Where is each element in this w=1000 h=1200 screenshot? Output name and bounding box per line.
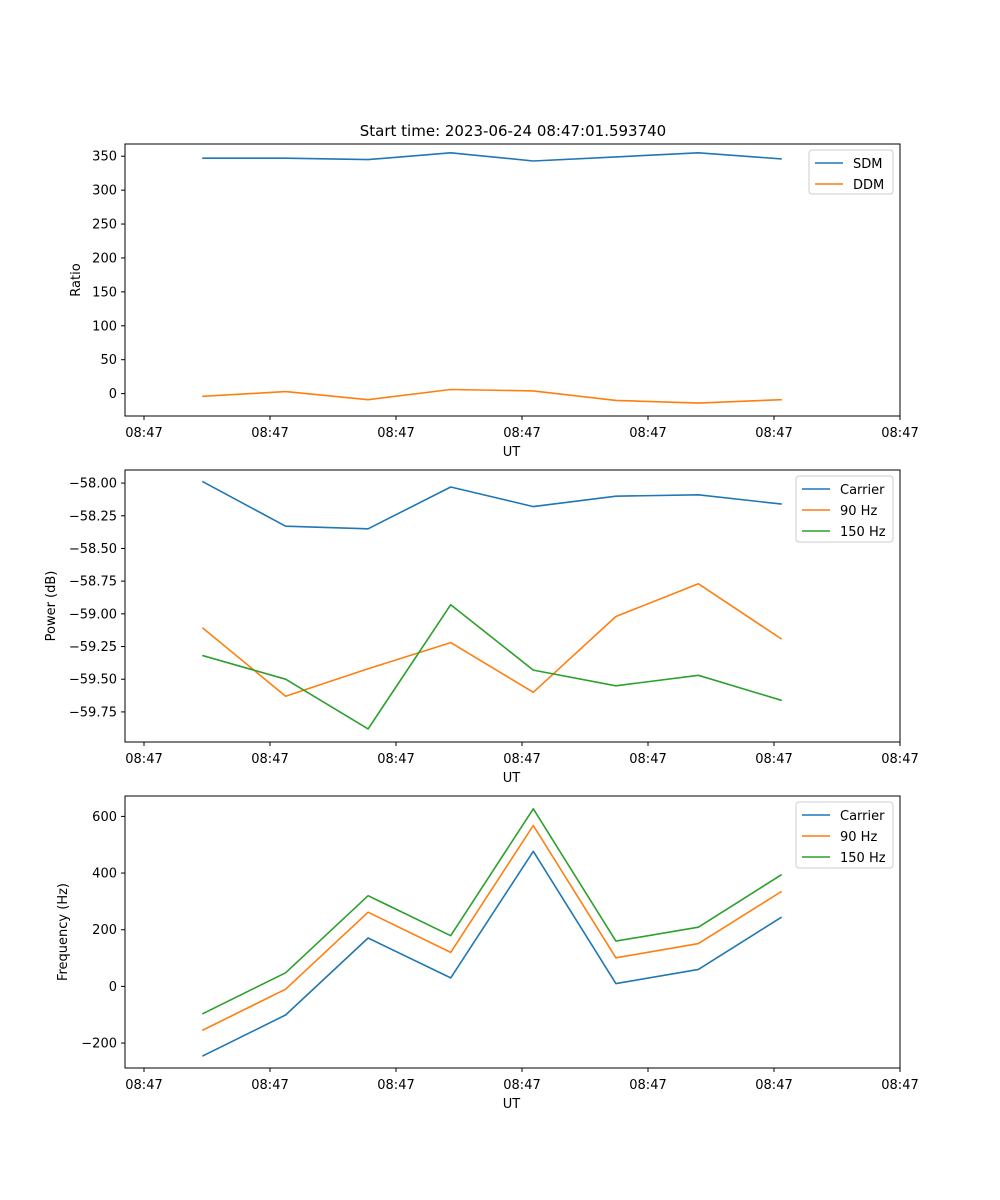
series-line-150-hz <box>202 603 782 730</box>
axes-frame <box>124 795 901 1069</box>
x-axis-label: UT <box>503 1097 521 1112</box>
y-tick-label: 300 <box>92 184 117 199</box>
chart-panel-2: −59.75 −59.50 −59.25 −59.00 −58.75 −58.50 −58.… <box>44 469 919 786</box>
y-tick-label: −59.50 <box>69 673 117 688</box>
series-line-carrier <box>201 480 782 530</box>
x-tick-label: 08:47 <box>251 752 288 767</box>
y-tick-label: −59.00 <box>69 607 117 622</box>
legend-box <box>795 475 894 543</box>
y-tick-label: 400 <box>92 867 117 882</box>
y-tick-label: −200 <box>81 1037 117 1052</box>
legend-label: Carrier <box>840 809 885 824</box>
x-axis-label: UT <box>503 771 521 786</box>
x-tick-label: 08:47 <box>125 752 162 767</box>
y-tick-label: −58.75 <box>69 575 117 590</box>
x-tick-label: 08:47 <box>629 1078 666 1093</box>
y-tick-label: 0 <box>109 387 117 402</box>
y-axis-label: Power (dB) <box>44 571 59 642</box>
axes-frame <box>124 469 901 743</box>
y-tick-label: −58.50 <box>69 542 117 557</box>
y-tick-label: 600 <box>92 810 117 825</box>
y-tick-label: 100 <box>92 319 117 334</box>
x-axis-label: UT <box>503 445 521 460</box>
y-axis-label: Frequency (Hz) <box>56 883 71 981</box>
x-tick-label: 08:47 <box>503 426 540 441</box>
legend-label: Carrier <box>840 483 885 498</box>
x-tick-label: 08:47 <box>881 1078 918 1093</box>
series-line-150-hz <box>201 807 783 1015</box>
series-line-sdm <box>202 152 782 162</box>
legend: Carrier 90 Hz 150 Hz <box>795 801 894 869</box>
series-line-ddm <box>202 388 782 404</box>
legend-label: DDM <box>853 178 884 193</box>
chart-panel-1: 0 50 100 150 200 250 300 350 08:47 08:47 08:47 08:4… <box>69 143 919 460</box>
x-tick-label: 08:47 <box>629 752 666 767</box>
legend-label: 90 Hz <box>840 504 877 519</box>
x-tick-label: 08:47 <box>503 1078 540 1093</box>
y-tick-label: 350 <box>92 150 117 165</box>
legend: SDM DDM <box>808 149 894 195</box>
y-tick-label: 150 <box>92 285 117 300</box>
y-tick-label: 200 <box>92 251 117 266</box>
y-tick-label: −59.75 <box>69 705 117 720</box>
legend: Carrier 90 Hz 150 Hz <box>795 475 894 543</box>
legend-label: 150 Hz <box>840 851 886 866</box>
legend-box <box>795 801 894 869</box>
y-tick-label: 250 <box>92 218 117 233</box>
x-tick-label: 08:47 <box>503 752 540 767</box>
series-line-90-hz <box>201 582 783 698</box>
x-tick-label: 08:47 <box>755 426 792 441</box>
legend-label: 150 Hz <box>840 525 886 540</box>
x-tick-label: 08:47 <box>755 1078 792 1093</box>
series-line-carrier <box>201 850 783 1057</box>
x-tick-label: 08:47 <box>881 752 918 767</box>
legend-box <box>808 149 894 195</box>
x-tick-label: 08:47 <box>125 426 162 441</box>
x-tick-label: 08:47 <box>755 752 792 767</box>
y-tick-label: 200 <box>92 923 117 938</box>
y-tick-label: −58.00 <box>69 477 117 492</box>
y-tick-label: 50 <box>100 353 117 368</box>
x-tick-label: 08:47 <box>377 752 414 767</box>
series-line-90-hz <box>201 824 783 1032</box>
axes-frame <box>124 143 901 417</box>
x-tick-label: 08:47 <box>251 426 288 441</box>
y-tick-label: −59.25 <box>69 640 117 655</box>
x-tick-label: 08:47 <box>377 1078 414 1093</box>
y-axis-label: Ratio <box>69 263 84 296</box>
x-tick-label: 08:47 <box>377 426 414 441</box>
x-tick-label: 08:47 <box>125 1078 162 1093</box>
x-tick-label: 08:47 <box>881 426 918 441</box>
chart-panel-3: −200 0 200 400 600 08:47 08:47 08:47 08:47 08:47 0… <box>56 795 919 1112</box>
figure-title: Start time: 2023-06-24 08:47:01.593740 <box>360 122 666 140</box>
y-tick-label: −58.25 <box>69 509 117 524</box>
x-tick-label: 08:47 <box>629 426 666 441</box>
x-tick-label: 08:47 <box>251 1078 288 1093</box>
y-tick-label: 0 <box>109 980 117 995</box>
legend-label: 90 Hz <box>840 830 877 845</box>
legend-label: SDM <box>853 157 882 172</box>
